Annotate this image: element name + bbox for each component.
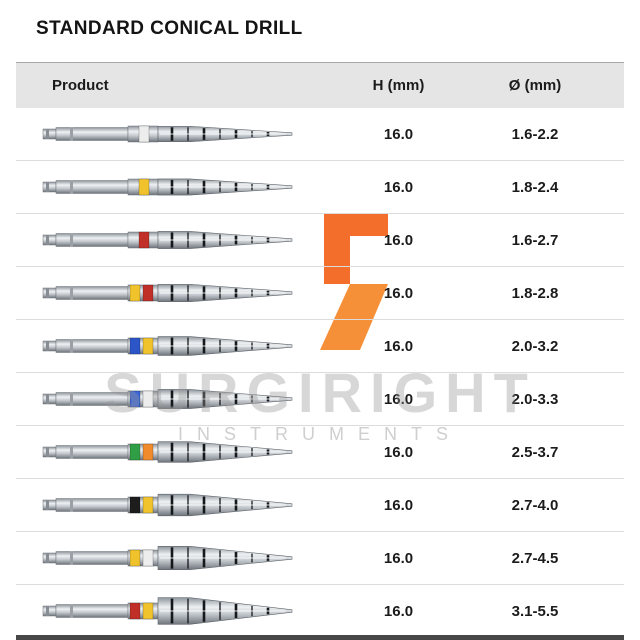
product-cell <box>16 271 311 315</box>
header-product: Product <box>52 77 109 94</box>
h-value: 16.0 <box>383 231 414 249</box>
table-row: 16.0 1.8-2.8 <box>16 267 624 320</box>
diameter-value: 1.8-2.8 <box>511 284 559 302</box>
diameter-value: 3.1-5.5 <box>511 602 559 620</box>
product-cell <box>16 218 311 262</box>
drill-image <box>40 589 311 633</box>
h-value: 16.0 <box>383 284 414 302</box>
diameter-value: 2.0-3.3 <box>511 390 559 408</box>
product-cell <box>16 324 311 368</box>
table-row: 16.0 2.7-4.0 <box>16 479 624 532</box>
table-row: 16.0 2.7-4.5 <box>16 532 624 585</box>
h-value: 16.0 <box>383 125 414 143</box>
product-cell <box>16 536 311 580</box>
table-header: Product H (mm) Ø (mm) <box>16 62 624 108</box>
h-value: 16.0 <box>383 390 414 408</box>
drill-image <box>40 377 311 421</box>
table-row: 16.0 2.5-3.7 <box>16 426 624 479</box>
header-diameter: Ø (mm) <box>508 77 562 94</box>
bottom-divider <box>16 635 624 640</box>
page-title: STANDARD CONICAL DRILL <box>36 18 303 39</box>
product-cell <box>16 483 311 527</box>
table-row: 16.0 1.8-2.4 <box>16 161 624 214</box>
h-value: 16.0 <box>383 443 414 461</box>
drill-image <box>40 112 311 156</box>
diameter-value: 1.8-2.4 <box>511 178 559 196</box>
diameter-value: 1.6-2.2 <box>511 125 559 143</box>
diameter-value: 2.0-3.2 <box>511 337 559 355</box>
h-value: 16.0 <box>383 337 414 355</box>
h-value: 16.0 <box>383 602 414 620</box>
drill-image <box>40 218 311 262</box>
h-value: 16.0 <box>383 549 414 567</box>
table-row: 16.0 1.6-2.2 <box>16 108 624 161</box>
drill-image <box>40 483 311 527</box>
diameter-value: 1.6-2.7 <box>511 231 559 249</box>
product-cell <box>16 430 311 474</box>
diameter-value: 2.7-4.5 <box>511 549 559 567</box>
drill-image <box>40 430 311 474</box>
product-table: Product H (mm) Ø (mm) 16.0 1.6-2.2 16.0 … <box>16 62 624 638</box>
drill-image <box>40 324 311 368</box>
product-cell <box>16 589 311 633</box>
drill-image <box>40 536 311 580</box>
diameter-value: 2.7-4.0 <box>511 496 559 514</box>
table-row: 16.0 2.0-3.2 <box>16 320 624 373</box>
product-cell <box>16 377 311 421</box>
table-row: 16.0 1.6-2.7 <box>16 214 624 267</box>
drill-image <box>40 271 311 315</box>
product-cell <box>16 165 311 209</box>
drill-image <box>40 165 311 209</box>
product-cell <box>16 112 311 156</box>
diameter-value: 2.5-3.7 <box>511 443 559 461</box>
h-value: 16.0 <box>383 178 414 196</box>
table-row: 16.0 3.1-5.5 <box>16 585 624 638</box>
h-value: 16.0 <box>383 496 414 514</box>
header-height: H (mm) <box>372 77 425 94</box>
table-row: 16.0 2.0-3.3 <box>16 373 624 426</box>
